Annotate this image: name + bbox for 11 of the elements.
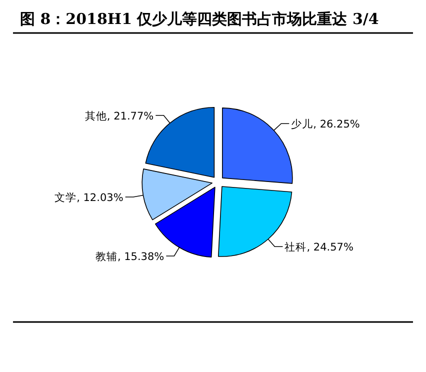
data-label: , 26.25% <box>313 118 360 131</box>
slice-label: 文学 <box>54 190 77 204</box>
slice-label: 少儿 <box>291 118 314 131</box>
data-label: , 24.57% <box>306 242 354 254</box>
slice-label: 教辅 <box>95 250 118 263</box>
slice-label: 其他 <box>84 109 107 122</box>
data-label: , 21.77% <box>106 110 154 122</box>
chart-title: 图 8：2018H1 仅少儿等四类图书占市场比重达 3/4 <box>20 10 379 28</box>
slice-label: 社科 <box>284 240 307 254</box>
data-label: , 15.38% <box>117 250 164 263</box>
data-label: , 12.03% <box>76 192 124 204</box>
